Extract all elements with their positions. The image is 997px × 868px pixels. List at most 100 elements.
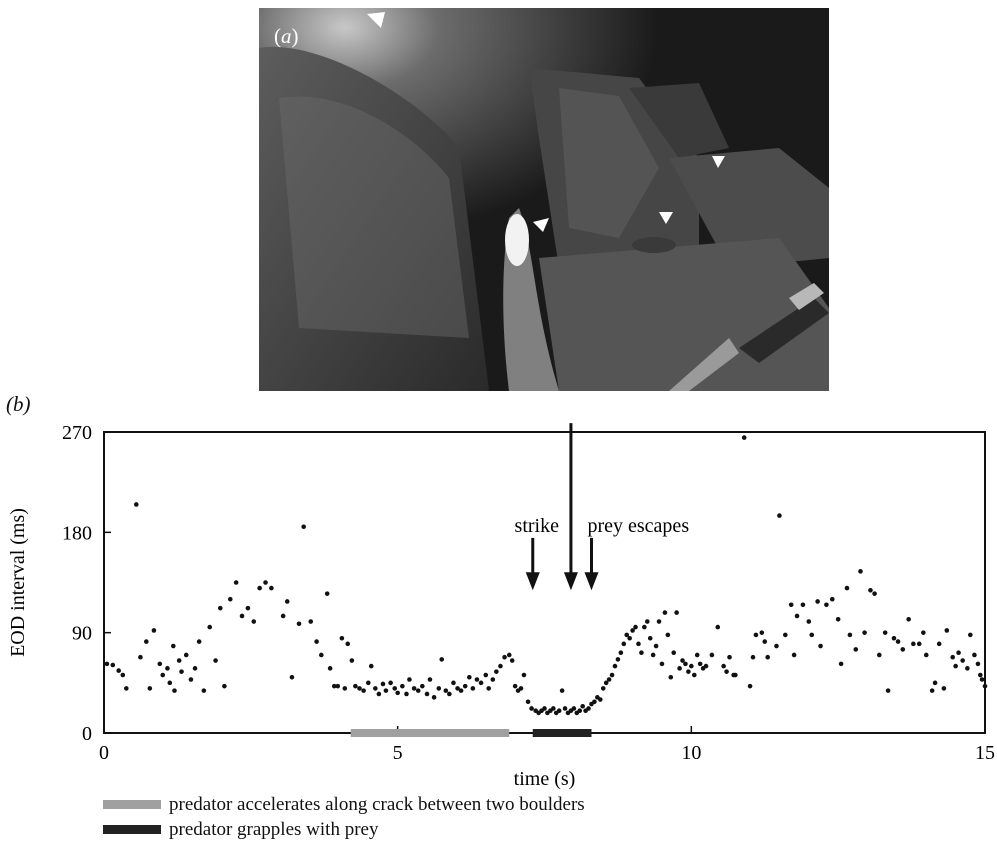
data-point [671,650,677,656]
left-boulder [259,46,489,391]
data-point [124,686,129,691]
data-point [104,661,110,667]
data-point [400,683,405,689]
data-point [196,639,202,644]
data-point [289,674,295,680]
data-point [791,652,797,658]
data-point [217,605,223,611]
data-point [335,683,341,689]
data-point [474,677,480,682]
data-point [542,706,547,711]
data-point [923,652,929,658]
data-point [324,591,330,596]
data-point [373,686,378,691]
data-point [612,663,618,669]
data-point [639,650,644,656]
data-point [818,643,823,649]
data-point [411,686,417,691]
data-point [982,683,988,689]
data-point [269,585,274,591]
y-tick-label: 180 [62,522,92,544]
data-point [138,654,143,660]
data-point [972,652,977,658]
data-point [251,619,257,624]
photo-panel-a [259,8,829,391]
data-point [653,643,659,649]
data-point [815,599,820,604]
data-point [301,524,306,530]
data-point [936,641,942,647]
data-point [556,708,562,714]
data-point [134,502,139,507]
data-point [621,641,627,647]
data-point [506,652,512,658]
data-point [415,688,421,693]
data-point [183,652,189,658]
panel-label-a: (a) [274,24,299,48]
data-point [916,641,922,647]
data-point [319,652,324,658]
data-point [633,624,638,630]
data-point [941,686,947,691]
eel-head [505,214,529,266]
x-tick-label: 5 [393,742,403,764]
data-point [741,435,747,440]
data-point [858,569,863,574]
data-point [470,686,476,691]
prey-fish [632,237,676,253]
data-point [327,666,333,671]
data-point [724,669,729,674]
data-point [872,591,877,596]
data-point [518,686,524,691]
data-point [642,624,647,630]
legend-label: predator accelerates along crack between… [169,794,585,815]
data-point [882,630,888,635]
arrowhead-marker [659,212,673,224]
data-point [207,624,213,630]
data-point [680,658,685,663]
data-point [647,635,653,641]
data-point [965,666,970,671]
data-point [245,605,251,611]
data-point [694,652,700,658]
data-point [586,706,591,711]
data-point [733,672,738,678]
data-point [627,635,632,641]
data-point [467,674,472,680]
arrowhead-marker [712,156,725,168]
data-point [600,686,606,691]
data-point [188,677,194,682]
data-point [529,706,534,711]
data-point [447,691,452,697]
data-point [668,674,674,680]
data-point [727,654,732,660]
data-point [895,639,901,644]
data-point [838,661,844,667]
chart-axes: 0 5 10 15 0 90 180 270 [62,422,995,764]
data-point [906,616,911,622]
x-tick-label: 0 [99,742,109,764]
data-point [609,672,615,678]
arrowhead-marker [533,218,549,232]
annotation-label: strike [515,515,560,537]
data-point [361,688,366,693]
data-point [143,639,149,644]
data-point [715,624,721,630]
data-point [383,688,389,693]
legend-swatch [103,800,161,809]
data-point [213,658,218,663]
data-point [783,632,788,638]
data-point [853,647,859,652]
data-point [677,666,682,671]
data-point [157,661,163,667]
data-point [502,654,507,660]
data-point [929,688,935,693]
data-point [512,683,518,689]
data-point [944,628,950,633]
data-point [774,643,779,649]
data-point [345,641,351,647]
data-point [498,663,503,669]
data-point [885,688,891,693]
data-point [806,619,812,624]
data-point [420,683,425,689]
